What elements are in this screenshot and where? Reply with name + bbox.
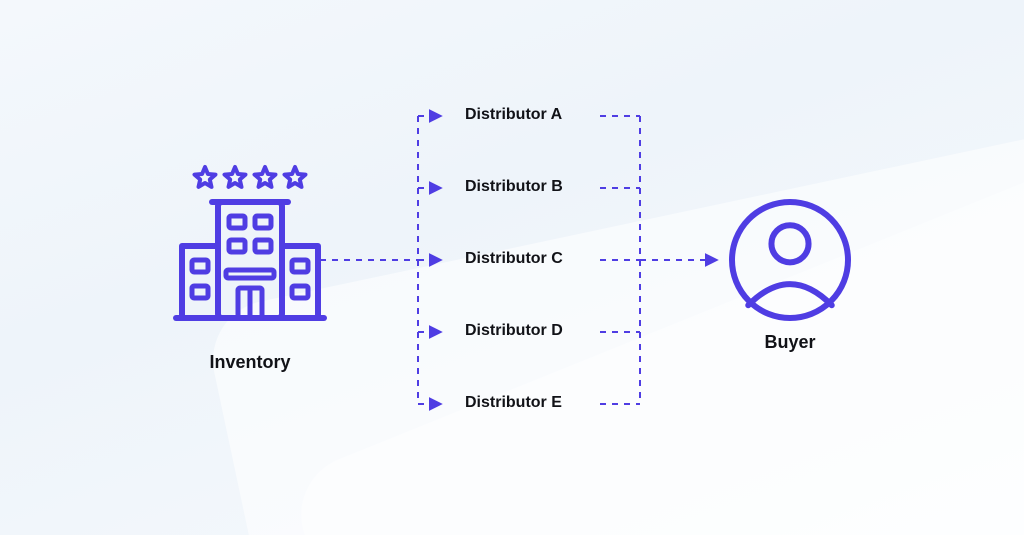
inventory-building-icon: [176, 167, 324, 318]
star-icon: [255, 167, 276, 187]
buyer-label: Buyer: [710, 332, 870, 353]
inventory-label: Inventory: [170, 352, 330, 373]
star-icon: [225, 167, 246, 187]
diagram-canvas: Distributor A Distributor B Distributor C D…: [0, 0, 1024, 535]
distributor-label: Distributor D: [465, 322, 563, 340]
distributor-label: Distributor B: [465, 178, 563, 196]
star-icon: [195, 167, 216, 187]
distributor-label: Distributor A: [465, 106, 562, 124]
distributor-label: Distributor C: [465, 250, 563, 268]
distributor-label: Distributor E: [465, 394, 562, 412]
buyer-user-icon: [732, 202, 848, 318]
star-icon: [285, 167, 306, 187]
